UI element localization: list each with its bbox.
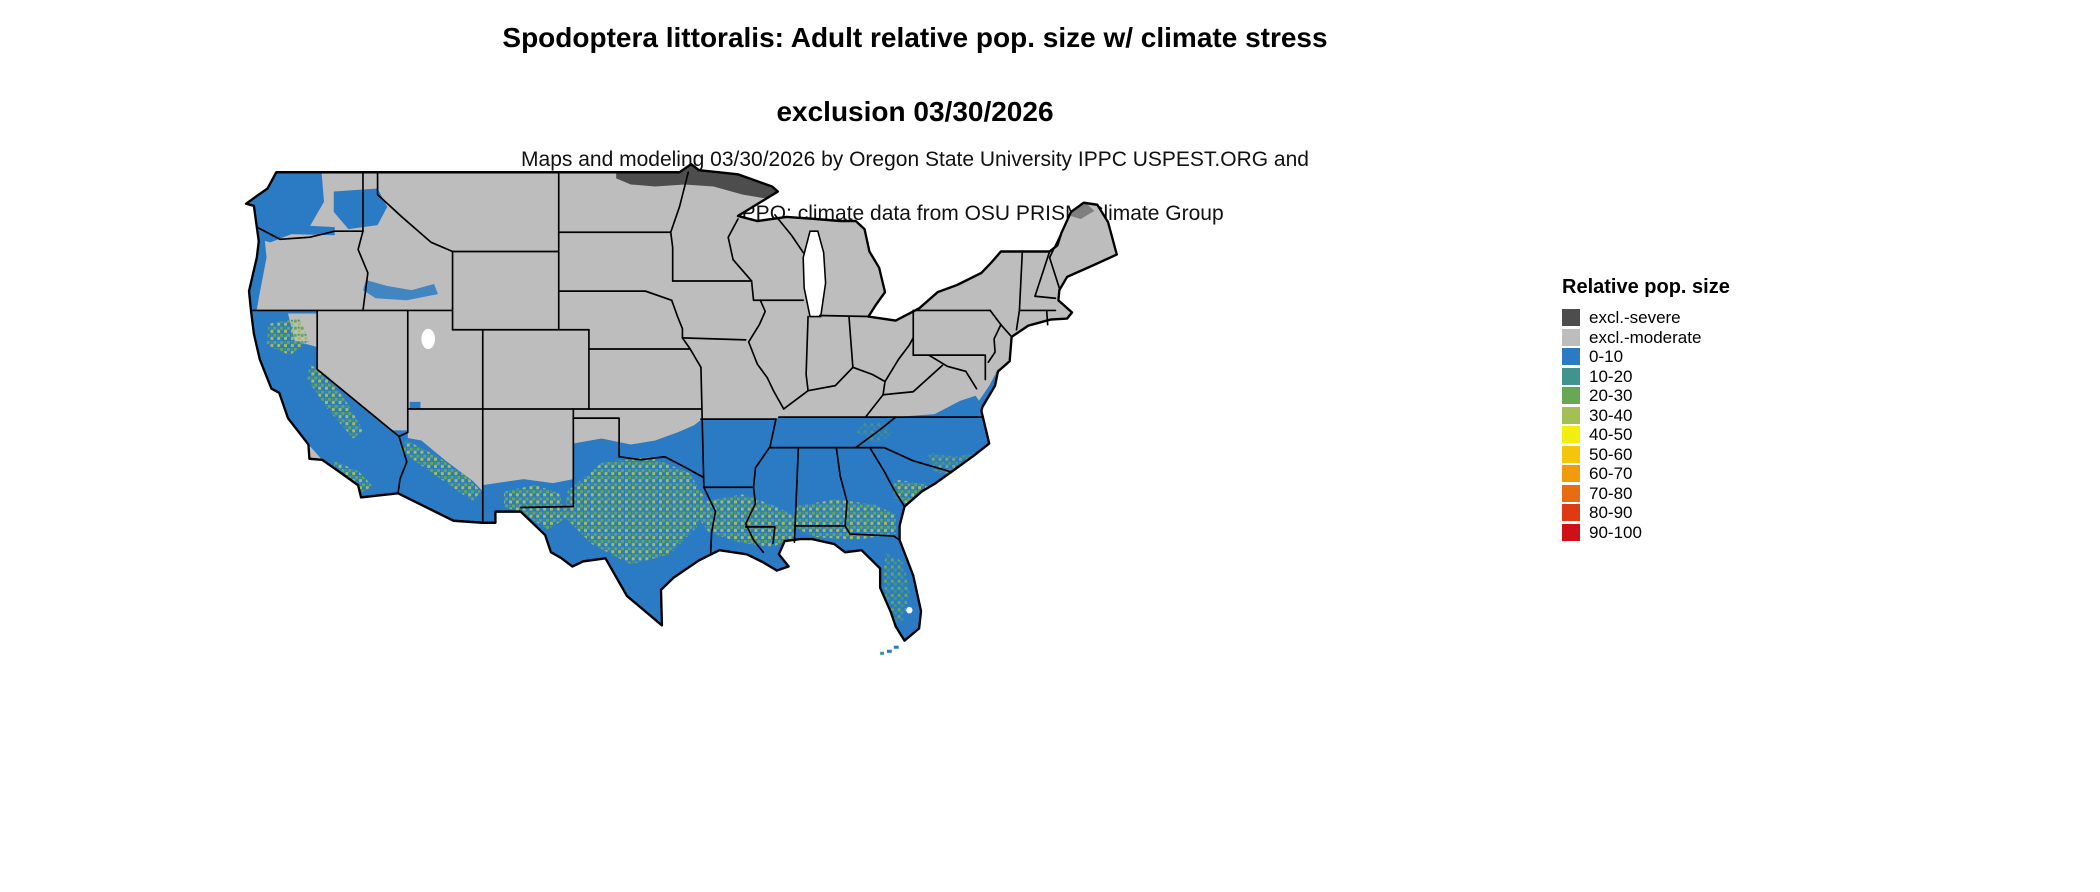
legend-label: 10-20 <box>1589 366 1633 386</box>
legend-entry: 40-50 <box>1562 425 1822 445</box>
us-map <box>212 156 1147 664</box>
legend-label: 30-40 <box>1589 405 1633 425</box>
legend-label: 70-80 <box>1589 483 1633 503</box>
zone-speckle-10-40 <box>266 318 982 624</box>
lakes <box>421 230 913 614</box>
florida-keys <box>880 645 899 655</box>
legend-entry: 0-10 <box>1562 347 1822 367</box>
legend-entry: 80-90 <box>1562 503 1822 523</box>
legend-label: 0-10 <box>1589 347 1624 367</box>
legend-swatch-excl-moderate <box>1562 328 1580 346</box>
legend-swatch-20-30 <box>1562 387 1580 405</box>
legend-label: 40-50 <box>1589 425 1633 445</box>
map-title-line1: Spodoptera littoralis: Adult relative po… <box>502 22 1328 53</box>
state-borders <box>250 171 1063 554</box>
legend-entry: excl.-severe <box>1562 308 1822 328</box>
legend: Relative pop. size excl.-severe excl.-mo… <box>1562 276 1822 542</box>
legend-entry: 10-20 <box>1562 367 1822 387</box>
legend-swatch-50-60 <box>1562 445 1580 463</box>
legend-entry: 90-100 <box>1562 523 1822 543</box>
legend-swatch-0-10 <box>1562 348 1580 366</box>
legend-swatch-excl-severe <box>1562 309 1580 327</box>
legend-entry: excl.-moderate <box>1562 328 1822 348</box>
lake-michigan <box>802 230 827 318</box>
legend-swatch-60-70 <box>1562 465 1580 483</box>
legend-swatch-40-50 <box>1562 426 1580 444</box>
us-map-svg <box>244 162 1119 655</box>
lake-okeechobee <box>906 606 913 614</box>
legend-label: 80-90 <box>1589 503 1633 523</box>
legend-entry: 30-40 <box>1562 406 1822 426</box>
legend-label: 90-100 <box>1589 522 1642 542</box>
legend-entry: 70-80 <box>1562 484 1822 504</box>
legend-label: excl.-severe <box>1589 308 1681 328</box>
legend-swatch-80-90 <box>1562 504 1580 522</box>
legend-label: 20-30 <box>1589 386 1633 406</box>
legend-label: 60-70 <box>1589 464 1633 484</box>
raster-layers <box>246 164 1117 641</box>
great-salt-lake <box>421 328 436 350</box>
legend-swatch-10-20 <box>1562 367 1580 385</box>
legend-label: excl.-moderate <box>1589 327 1702 347</box>
legend-swatch-30-40 <box>1562 406 1580 424</box>
legend-label: 50-60 <box>1589 444 1633 464</box>
legend-title: Relative pop. size <box>1562 276 1730 298</box>
map-title-line2: exclusion 03/30/2026 <box>776 95 1054 127</box>
legend-entry: 60-70 <box>1562 464 1822 484</box>
legend-swatch-70-80 <box>1562 484 1580 502</box>
legend-swatch-90-100 <box>1562 523 1580 541</box>
map-subtitle-line1: Maps and modeling 03/30/2026 by Oregon S… <box>521 147 1309 171</box>
map-title: Spodoptera littoralis: Adult relative po… <box>0 20 1830 131</box>
header: Spodoptera littoralis: Adult relative po… <box>0 20 1830 227</box>
legend-entry: 50-60 <box>1562 445 1822 465</box>
legend-entry: 20-30 <box>1562 386 1822 406</box>
